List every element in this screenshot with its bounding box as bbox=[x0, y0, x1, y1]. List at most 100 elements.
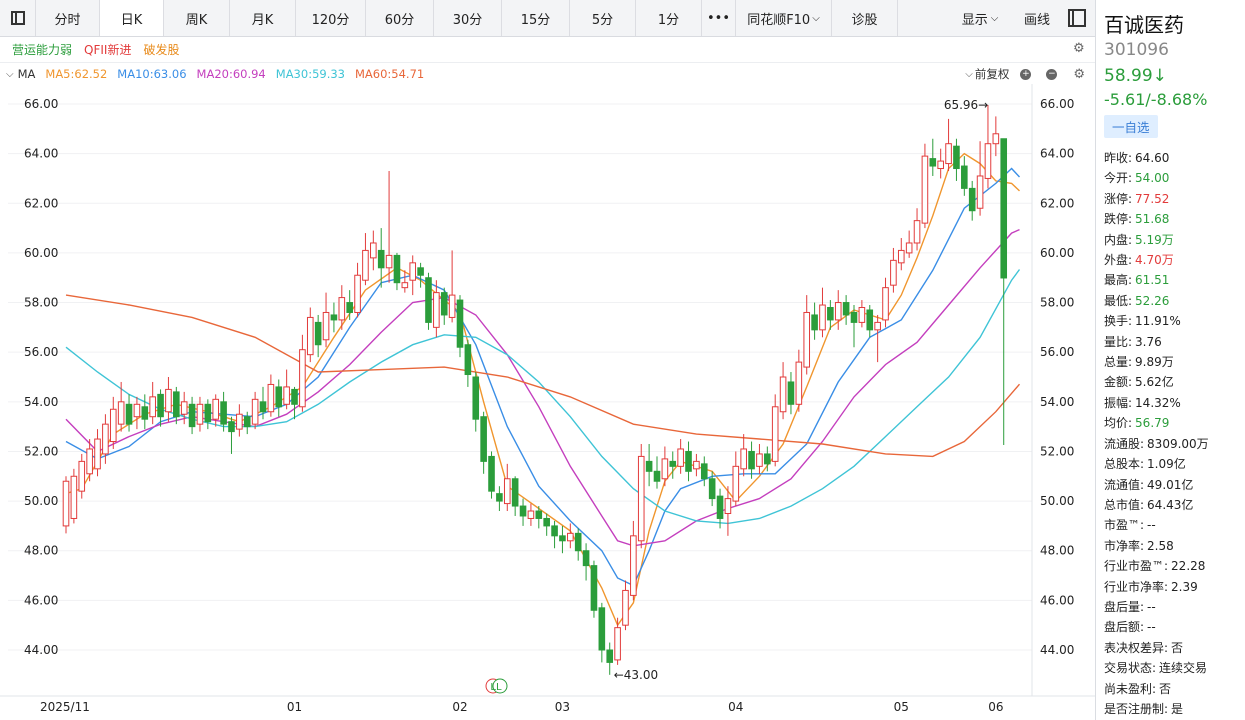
info-row: 是否注册制: 是 bbox=[1104, 699, 1245, 719]
candle bbox=[740, 434, 747, 477]
tab-5[interactable]: 60分 bbox=[366, 0, 434, 36]
ll-badge[interactable]: LL bbox=[485, 678, 508, 694]
stock-tags: 营运能力弱 QFII新进 破发股 bbox=[0, 37, 1095, 62]
gear-icon[interactable]: ⚙ bbox=[1073, 41, 1085, 56]
y-tick-right: 52.00 bbox=[1040, 444, 1074, 458]
candle-body bbox=[677, 448, 684, 467]
candle bbox=[827, 300, 834, 330]
gear-icon[interactable]: ⚙ bbox=[1073, 66, 1085, 82]
candle-body bbox=[897, 249, 905, 264]
candle-body bbox=[306, 316, 314, 356]
candle bbox=[94, 429, 101, 477]
candle-body bbox=[771, 406, 779, 462]
tab-7[interactable]: 15分 bbox=[502, 0, 570, 36]
add-watchlist-button[interactable]: 一自选 bbox=[1104, 115, 1158, 138]
adjust-selector[interactable]: 前复权 bbox=[974, 67, 1010, 81]
candle-body bbox=[251, 398, 259, 425]
info-value: 是 bbox=[1171, 701, 1184, 716]
candle bbox=[448, 250, 456, 323]
tag-qfii[interactable]: QFII新进 bbox=[84, 43, 132, 57]
candle bbox=[858, 300, 866, 328]
info-value: 77.52 bbox=[1135, 191, 1170, 206]
info-label: 今开: bbox=[1104, 171, 1133, 186]
candle bbox=[708, 471, 716, 507]
info-row: 市盈™: -- bbox=[1104, 515, 1245, 535]
more-button[interactable]: ••• bbox=[702, 0, 736, 36]
candle-body bbox=[787, 381, 795, 405]
y-tick-right: 64.00 bbox=[1040, 147, 1074, 161]
info-value: 49.01亿 bbox=[1147, 477, 1194, 492]
ma5-value: MA5:62.52 bbox=[45, 67, 108, 81]
candle bbox=[582, 543, 590, 581]
info-row: 今开: 54.00 bbox=[1104, 168, 1245, 188]
f10-button[interactable]: 同花顺F10 ⌵ bbox=[736, 0, 832, 36]
chart-grid bbox=[0, 84, 1095, 697]
x-tick: 03 bbox=[555, 700, 570, 714]
layout-toggle-button[interactable] bbox=[0, 0, 36, 36]
info-value: 2.58 bbox=[1147, 538, 1174, 553]
y-tick-left: 50.00 bbox=[24, 494, 58, 508]
candle-body bbox=[188, 403, 196, 428]
candle-body bbox=[606, 649, 614, 663]
candle bbox=[890, 247, 897, 293]
candle-body bbox=[685, 450, 692, 472]
ma-label[interactable]: MA bbox=[17, 67, 36, 81]
candle-body bbox=[275, 386, 283, 408]
tab-6[interactable]: 30分 bbox=[434, 0, 502, 36]
info-value: 52.26 bbox=[1135, 293, 1170, 308]
candle bbox=[779, 362, 787, 420]
candle-body bbox=[834, 302, 842, 321]
candle bbox=[173, 386, 180, 425]
panel-toggle-button[interactable] bbox=[1059, 0, 1095, 36]
info-label: 流通股: bbox=[1104, 436, 1145, 451]
tab-1[interactable]: 日K bbox=[100, 0, 164, 36]
info-label: 换手: bbox=[1104, 314, 1133, 329]
info-value: 22.28 bbox=[1171, 559, 1206, 574]
zoom-out-icon[interactable]: − bbox=[1046, 68, 1058, 80]
display-button[interactable]: 显示 ⌵ bbox=[945, 0, 1015, 36]
tag-break[interactable]: 破发股 bbox=[143, 43, 180, 57]
tab-8[interactable]: 5分 bbox=[570, 0, 636, 36]
candle-body bbox=[102, 423, 109, 455]
y-tick-left: 52.00 bbox=[24, 444, 58, 458]
candle-body bbox=[913, 220, 921, 244]
zoom-in-icon[interactable]: + bbox=[1020, 68, 1032, 80]
tab-0[interactable]: 分时 bbox=[36, 0, 100, 36]
candle-body bbox=[299, 349, 306, 408]
info-label: 市净率: bbox=[1104, 538, 1145, 553]
current-price: 58.99↓ bbox=[1104, 66, 1167, 86]
candle bbox=[299, 334, 306, 412]
ma-line-0 bbox=[65, 152, 1020, 627]
ma-line-4 bbox=[65, 294, 1021, 458]
info-row: 量比: 3.76 bbox=[1104, 332, 1245, 352]
candle-body bbox=[322, 311, 330, 341]
tab-9[interactable]: 1分 bbox=[636, 0, 702, 36]
candle-body bbox=[228, 421, 235, 433]
diagnose-button[interactable]: 诊股 bbox=[832, 0, 898, 36]
chevron-down-icon[interactable]: ⌵ bbox=[6, 68, 14, 80]
tag-operating[interactable]: 营运能力弱 bbox=[12, 43, 73, 57]
candle-body bbox=[693, 460, 700, 470]
candle bbox=[866, 305, 874, 338]
candle bbox=[338, 285, 346, 330]
info-value: 14.32% bbox=[1135, 395, 1181, 410]
info-value: 8309.00万 bbox=[1147, 436, 1209, 451]
candle-body bbox=[456, 299, 464, 348]
info-row: 交易状态: 连续交易 bbox=[1104, 658, 1245, 678]
info-value: 3.76 bbox=[1135, 334, 1162, 349]
tab-2[interactable]: 周K bbox=[164, 0, 230, 36]
candle-body bbox=[196, 403, 204, 425]
candle-body bbox=[779, 376, 787, 413]
draw-button[interactable]: 画线 bbox=[1023, 12, 1050, 28]
candle-body bbox=[622, 589, 629, 626]
tab-4[interactable]: 120分 bbox=[296, 0, 366, 36]
candle bbox=[275, 379, 283, 417]
ma30-value: MA30:59.33 bbox=[275, 67, 345, 81]
y-tick-left: 64.00 bbox=[24, 147, 58, 161]
tab-3[interactable]: 月K bbox=[230, 0, 296, 36]
x-tick: 06 bbox=[988, 700, 1003, 714]
kline-chart[interactable]: 66.00 66.00 64.00 64.00 62.00 62.00 60.00 60.00… bbox=[0, 84, 1095, 720]
candle bbox=[834, 290, 842, 330]
candle-body bbox=[740, 448, 747, 470]
y-tick-right: 66.00 bbox=[1040, 97, 1074, 111]
